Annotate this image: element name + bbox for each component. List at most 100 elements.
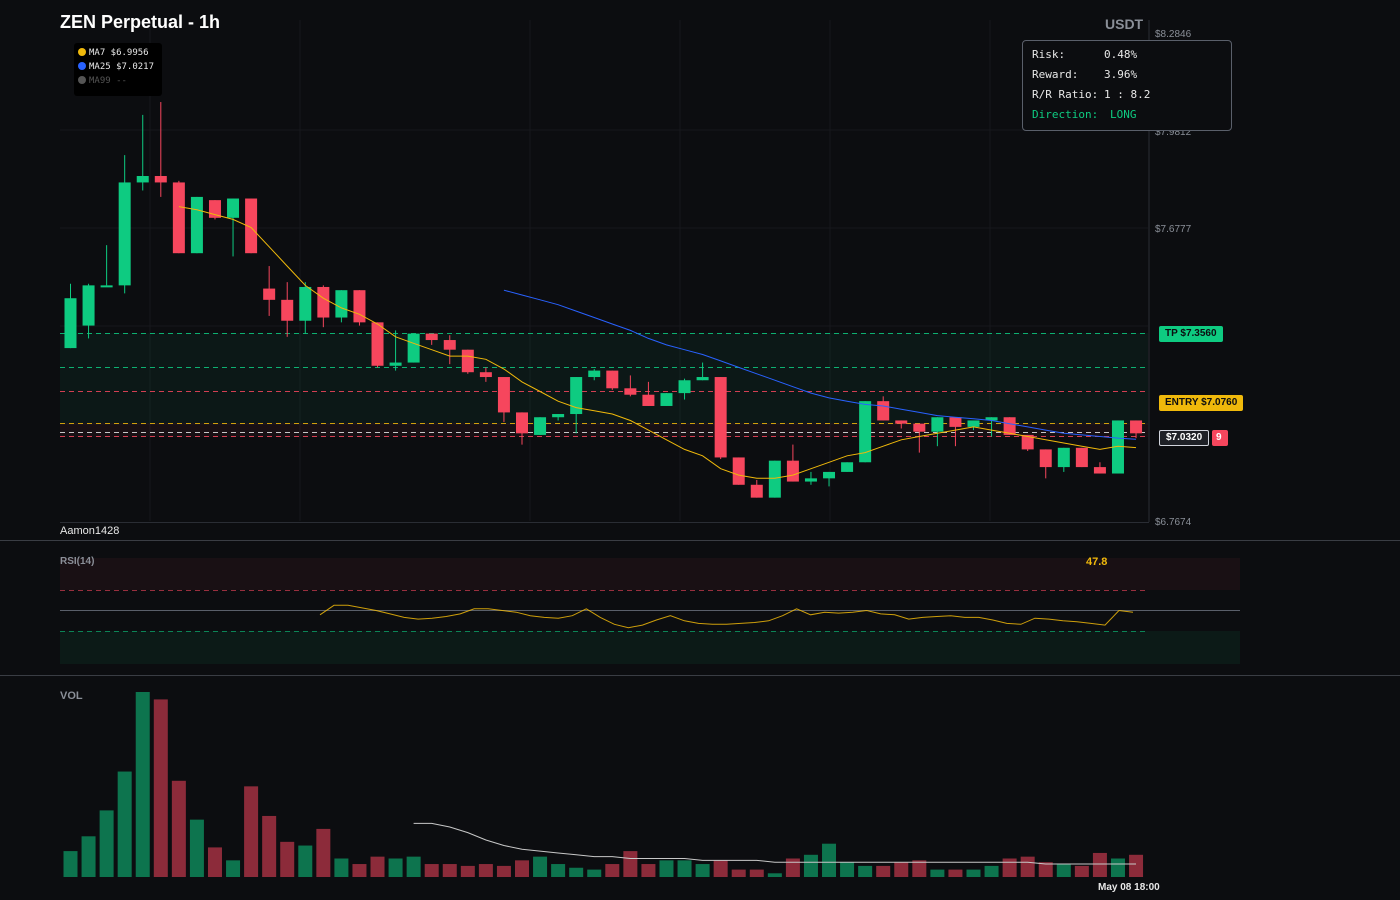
volume-bar-up	[533, 856, 548, 877]
bullish-candle	[118, 182, 131, 286]
risk-value: 0.48%	[1104, 48, 1138, 61]
volume-bar-up	[135, 692, 150, 877]
bearish-candle	[1003, 417, 1016, 435]
volume-bar-down	[1074, 865, 1089, 877]
bearish-candle	[732, 457, 745, 485]
bullish-candle	[299, 286, 312, 321]
volume-bar-down	[424, 864, 439, 877]
bearish-candle	[877, 401, 890, 421]
bullish-candle	[227, 198, 240, 218]
bearish-candle	[208, 200, 221, 218]
risk-label: Risk:	[1032, 48, 1066, 61]
bullish-candle	[100, 285, 113, 288]
volume-bar-down	[641, 864, 656, 877]
volume-bar-down	[280, 841, 295, 877]
rsi-value: 47.8	[1086, 556, 1108, 568]
bearish-candle	[786, 460, 799, 482]
volume-bar-down	[496, 865, 511, 877]
volume-bar-up	[81, 836, 96, 877]
ratio-value: 1 : 8.2	[1104, 88, 1151, 101]
bullish-candle	[823, 471, 836, 479]
crosshair-time-label: May 08 18:00	[1098, 882, 1160, 893]
volume-bar-down	[623, 851, 638, 877]
bearish-candle	[281, 299, 294, 321]
bearish-candle	[714, 377, 727, 458]
candlesticks[interactable]	[64, 102, 1143, 498]
bearish-candle	[353, 290, 366, 323]
volume-bar-down	[316, 828, 331, 877]
bearish-candle	[624, 388, 637, 395]
profit-zone	[60, 333, 1148, 423]
ma-legend-item: MA25 $7.0217	[78, 60, 162, 74]
bullish-candle	[190, 196, 203, 254]
bullish-candle	[1057, 447, 1070, 468]
bearish-candle	[1130, 420, 1143, 434]
ma-color-dot	[78, 48, 86, 56]
volume-bar-up	[406, 856, 421, 877]
bearish-candle	[371, 322, 384, 366]
quote-asset-label: USDT	[1105, 16, 1144, 32]
volume-bar-down	[749, 869, 764, 877]
bullish-candle	[678, 380, 691, 394]
ma-color-dot	[78, 62, 86, 70]
volume-bar-up	[822, 843, 837, 877]
volume-bar-up	[334, 858, 349, 877]
ma-legend-item: MA7 $6.9956	[78, 46, 162, 60]
volume-bar-down	[352, 864, 367, 877]
bearish-candle	[172, 182, 185, 254]
volume-bar-up	[930, 869, 945, 877]
bullish-candle	[64, 298, 77, 349]
bullish-candle	[82, 285, 95, 326]
bullish-candle	[389, 362, 402, 366]
moving-averages	[178, 206, 1137, 479]
volume-bar-up	[767, 873, 782, 877]
bullish-candle	[407, 333, 420, 363]
ratio-label: R/R Ratio:	[1032, 88, 1099, 101]
bullish-candle	[660, 393, 673, 406]
volume-bar-down	[171, 780, 186, 877]
volume-bar-up	[117, 771, 132, 877]
reward-value: 3.96%	[1104, 68, 1138, 81]
reward-row: Reward: 3.96%	[1032, 65, 1231, 85]
volume-bar-down	[731, 869, 746, 877]
volume-bar-down	[894, 862, 909, 877]
volume-bar-down	[1038, 862, 1053, 877]
risk-row: Risk: 0.48%	[1032, 45, 1231, 65]
volume-bar-up	[587, 869, 602, 877]
volume-bar-down	[876, 865, 891, 877]
watermark: Aamon1428	[60, 525, 120, 537]
volume-panel	[63, 692, 1144, 877]
bearish-candle	[497, 377, 510, 413]
price-axis-label: $6.7674	[1155, 517, 1192, 528]
bullish-candle	[552, 414, 565, 418]
bullish-candle	[985, 417, 998, 421]
loss-zone	[60, 423, 1148, 437]
bullish-candle	[931, 417, 944, 432]
bullish-candle	[588, 370, 601, 378]
bullish-candle	[696, 377, 709, 381]
trade-zones	[60, 333, 1148, 437]
volume-bar-up	[1056, 864, 1071, 877]
volume-bar-up	[984, 865, 999, 877]
volume-bar-down	[153, 699, 168, 877]
volume-bar-down	[515, 860, 529, 877]
volume-label: VOL	[60, 690, 83, 702]
bearish-candle	[1093, 467, 1106, 474]
bearish-candle	[642, 394, 655, 406]
volume-bar-up	[63, 851, 78, 877]
ma-legend-label: MA25 $7.0217	[89, 62, 155, 72]
bullish-candle	[136, 176, 149, 183]
bearish-candle	[1075, 447, 1088, 468]
bearish-candle	[1021, 434, 1034, 450]
bullish-candle	[841, 462, 854, 472]
ma-color-dot	[78, 76, 86, 84]
volume-ma-line	[413, 822, 1136, 865]
volume-bar-up	[858, 865, 873, 877]
price-levels	[60, 333, 1148, 437]
volume-bar-down	[442, 864, 457, 877]
price-axis-label: $7.9812	[1155, 127, 1192, 138]
direction-value: LONG	[1110, 108, 1137, 121]
volume-bar-down	[948, 869, 963, 877]
rsi-label: RSI(14)	[60, 556, 95, 567]
take-profit-tag: TP $7.3560	[1159, 326, 1223, 342]
